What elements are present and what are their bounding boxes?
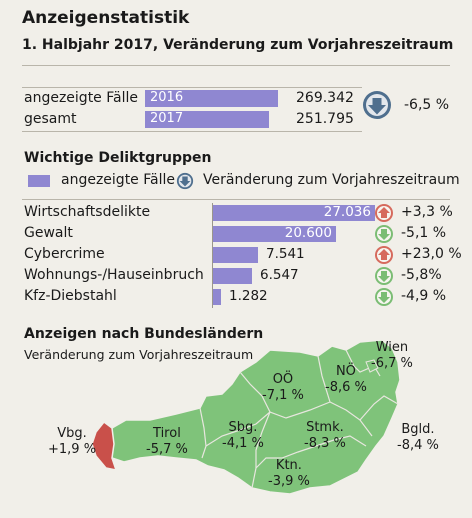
category-bar [213, 268, 252, 284]
map-region-name: Bgld. [401, 422, 435, 437]
divider [22, 65, 450, 66]
region-borders [199, 349, 399, 489]
up-arrow-icon [375, 246, 393, 264]
map-region-name: NÖ [335, 364, 356, 379]
divider [22, 199, 450, 200]
total-bar-2016: 2016 [145, 90, 278, 107]
map-heading: Anzeigen nach Bundesländern [24, 326, 264, 342]
category-bar [213, 289, 221, 305]
map-region-name: OÖ [272, 372, 294, 387]
category-bar [213, 247, 258, 263]
map-region-change: -8,3 % [304, 436, 346, 451]
map-region-name: Vbg. [57, 426, 87, 441]
category-bar [213, 205, 375, 221]
category-change: -5,8% [401, 267, 442, 283]
total-value-2017: 251.795 [296, 111, 354, 127]
map-region-change: -8,4 % [397, 438, 439, 453]
map-region-label: Vbg. +1,9 % [48, 426, 96, 458]
total-label-line1: angezeigte Fälle [24, 90, 138, 106]
map-region-name: Wien [375, 340, 409, 355]
map-region-label: Stmk. -8,3 % [304, 420, 346, 452]
map-region-label: OÖ -7,1 % [262, 372, 304, 404]
category-bar [213, 226, 336, 242]
map-region-name: Sbg. [228, 420, 258, 435]
legend-down-arrow-icon [176, 172, 194, 190]
total-value-2016: 269.342 [296, 90, 354, 106]
map-region-label: NÖ -8,6 % [325, 364, 367, 396]
map-region-label: Tirol -5,7 % [146, 426, 188, 458]
map-region-label: Wien -6,7 % [371, 340, 413, 372]
down-arrow-icon [375, 267, 393, 285]
map-region-name: Tirol [153, 426, 181, 441]
total-change: -6,5 % [404, 97, 450, 113]
map-region-label: Bgld. -8,4 % [397, 422, 439, 454]
map-region-change: -7,1 % [262, 388, 304, 403]
category-label: Kfz-Diebstahl [24, 288, 117, 304]
category-label: Wohnungs-/Hauseinbruch [24, 267, 204, 283]
legend-bars-label: angezeigte Fälle [61, 172, 175, 188]
chart-axis [212, 203, 213, 308]
category-value-label: 20.600 [284, 225, 332, 241]
groups-heading: Wichtige Deliktgruppen [24, 150, 212, 166]
map-region-change: -5,7 % [146, 442, 188, 457]
legend-change-label: Veränderung zum Vorjahreszeitraum [203, 172, 460, 188]
map-region-change: -3,9 % [268, 474, 310, 489]
map-region-name: Ktn. [275, 458, 302, 473]
total-bar-2017: 2017 [145, 111, 269, 128]
category-value-label: 1.282 [229, 288, 268, 304]
total-bar-year-label: 2017 [150, 111, 184, 126]
map-region-change: +1,9 % [48, 442, 97, 457]
map-region-name: Stmk. [306, 420, 344, 435]
chart-title: Anzeigenstatistik [22, 8, 190, 28]
category-value-label: 6.547 [260, 267, 299, 283]
map-region-label: Ktn. -3,9 % [268, 458, 310, 490]
total-label-line2: gesamt [24, 111, 77, 127]
down-arrow-icon [375, 225, 393, 243]
category-value-label: 27.036 [323, 204, 371, 220]
category-label: Wirtschaftsdelikte [24, 204, 151, 220]
down-arrow-icon [375, 288, 393, 306]
category-label: Gewalt [24, 225, 73, 241]
up-arrow-icon [375, 204, 393, 222]
total-bar-year-label: 2016 [150, 90, 184, 105]
category-change: +3,3 % [401, 204, 453, 220]
chart-subtitle: 1. Halbjahr 2017, Veränderung zum Vorjah… [22, 37, 454, 53]
map-subheading: Veränderung zum Vorjahreszeitraum [24, 347, 254, 362]
category-value-label: 7.541 [266, 246, 305, 262]
divider [22, 131, 362, 132]
total-down-arrow-icon [363, 91, 391, 119]
category-label: Cybercrime [24, 246, 105, 262]
map-region-change: -6,7 % [371, 356, 413, 371]
legend-bar-swatch [28, 175, 50, 187]
map-region-change: -4,1 % [222, 436, 264, 451]
category-change: +23,0 % [401, 246, 462, 262]
divider [22, 87, 362, 88]
map-region-label: Sbg. -4,1 % [222, 420, 264, 452]
category-change: -5,1 % [401, 225, 447, 241]
vorarlberg-region [91, 420, 118, 471]
category-change: -4,9 % [401, 288, 447, 304]
map-region-change: -8,6 % [325, 380, 367, 395]
